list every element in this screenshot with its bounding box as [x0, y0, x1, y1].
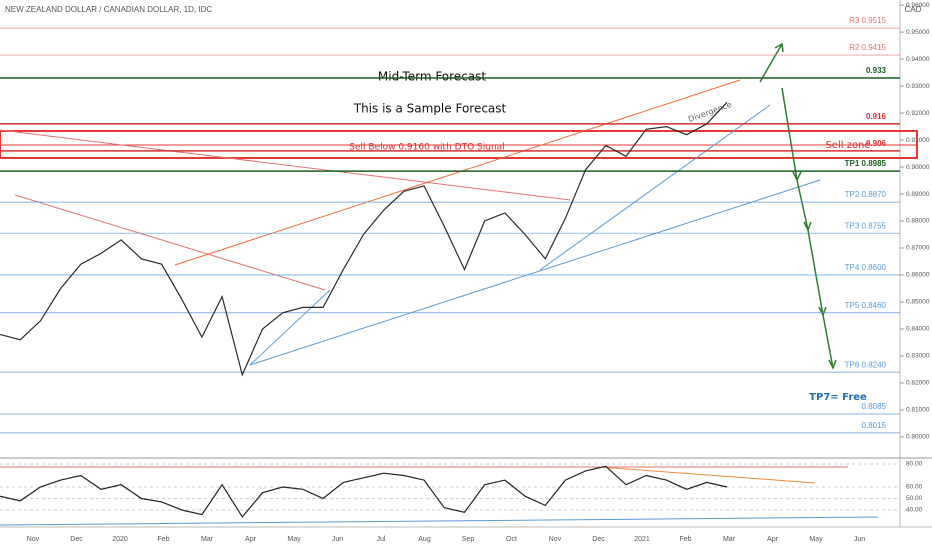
annotation: Mid-Term Forecast: [378, 70, 487, 84]
trend-line: [0, 129, 571, 201]
y-tick-label: 0.80000: [906, 434, 930, 441]
y-tick-label: 0.81000: [906, 407, 930, 414]
osc-trend: [599, 466, 816, 484]
y-tick-label: 0.82000: [906, 380, 930, 387]
x-tick-label: Aug: [418, 536, 431, 543]
y-tick-label: 0.88000: [906, 218, 930, 225]
level-label: TP6 0.8240: [845, 360, 887, 369]
level-label: R3 0.9515: [849, 16, 886, 25]
annotation: Sell zone: [825, 140, 870, 151]
x-tick-label: Apr: [767, 536, 779, 543]
trend-line: [249, 179, 821, 366]
level-label: 0.906: [866, 139, 887, 148]
annotation: TP7= Free: [809, 392, 867, 403]
x-tick-label: 2020: [112, 536, 128, 543]
y-tick-label: 0.89000: [906, 191, 930, 198]
level-label: 0.916: [866, 112, 887, 121]
title: NEW ZEALAND DOLLAR / CANADIAN DOLLAR, 1D…: [5, 5, 212, 14]
y-tick-label: 0.85000: [906, 299, 930, 306]
x-tick-label: Dec: [592, 536, 605, 543]
x-tick-label: Sep: [462, 536, 475, 543]
x-tick-label: May: [809, 536, 823, 543]
x-tick-label: Mar: [723, 536, 736, 543]
y-tick-label: 0.84000: [906, 326, 930, 333]
osc-tick-label: 80.00: [906, 461, 923, 468]
x-tick-label: Dec: [70, 536, 83, 543]
level-label: 0.8085: [862, 402, 887, 411]
level-label: 0.8015: [862, 421, 887, 430]
y-tick-label: 0.92000: [906, 110, 930, 117]
x-tick-label: Jul: [377, 536, 386, 543]
trend-line: [539, 104, 771, 271]
x-tick-label: Jun: [854, 536, 865, 543]
annotation: This is a Sample Forecast: [353, 102, 507, 116]
x-tick-label: Nov: [549, 536, 562, 543]
x-tick-label: Oct: [506, 536, 517, 543]
y-tick-label: 0.90000: [906, 164, 930, 171]
x-tick-label: Mar: [201, 536, 214, 543]
level-label: TP5 0.8460: [845, 301, 887, 310]
y-tick-label: 0.95000: [906, 29, 930, 36]
y-tick-label: 0.91000: [906, 137, 930, 144]
y-tick-label: 0.94000: [906, 56, 930, 63]
osc-tick-label: 50.00: [906, 495, 923, 502]
level-label: TP1 0.8985: [845, 159, 887, 168]
x-tick-label: Nov: [27, 536, 40, 543]
level-label: TP2 0.8870: [845, 190, 887, 199]
y-tick-label: 0.96000: [906, 2, 930, 9]
annotation: Sell Below 0.9160 with DTO Signal: [349, 143, 504, 153]
x-tick-label: 2021: [634, 536, 650, 543]
level-label: TP3 0.8755: [845, 221, 887, 230]
trend-line: [14, 194, 326, 291]
y-tick-label: 0.83000: [906, 353, 930, 360]
osc-tick-label: 40.00: [906, 507, 923, 514]
y-tick-label: 0.87000: [906, 245, 930, 252]
currency: CAD: [905, 5, 922, 14]
x-tick-label: Feb: [679, 536, 691, 543]
x-tick-label: Apr: [245, 536, 257, 543]
y-tick-label: 0.93000: [906, 83, 930, 90]
osc-tick-label: 60.00: [906, 484, 923, 491]
trend-line: [249, 289, 331, 366]
level-label: TP4 0.8600: [845, 263, 887, 272]
price-line: [0, 101, 728, 377]
x-tick-label: Feb: [157, 536, 169, 543]
y-tick-label: 0.86000: [906, 272, 930, 279]
level-label: R2 0.9415: [849, 43, 886, 52]
oscillator-line: [0, 465, 728, 518]
trend-line: [174, 79, 741, 266]
x-tick-label: Jun: [332, 536, 343, 543]
level-label: 0.933: [866, 66, 887, 75]
osc-trend: [0, 516, 879, 526]
forecast-arrows: [759, 42, 837, 370]
x-tick-label: May: [287, 536, 301, 543]
